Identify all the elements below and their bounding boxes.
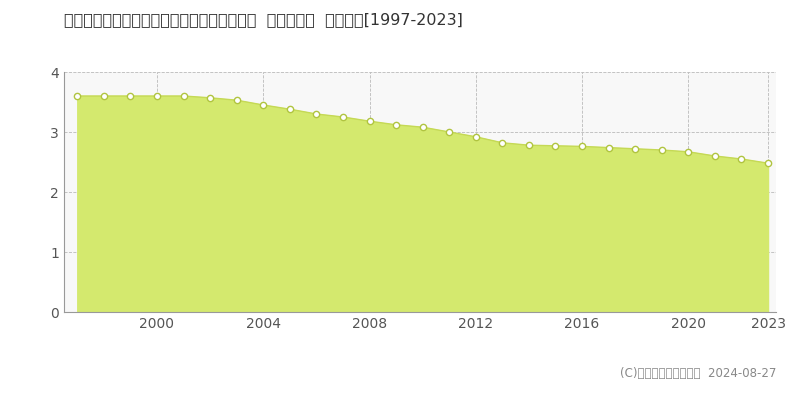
Text: 福島県岩瀬郡天栄村大字牧之内字児渡１２番  基準地価格  地価推移[1997-2023]: 福島県岩瀬郡天栄村大字牧之内字児渡１２番 基準地価格 地価推移[1997-202… xyxy=(64,12,463,27)
Text: (C)土地価格ドットコム  2024-08-27: (C)土地価格ドットコム 2024-08-27 xyxy=(620,367,776,380)
